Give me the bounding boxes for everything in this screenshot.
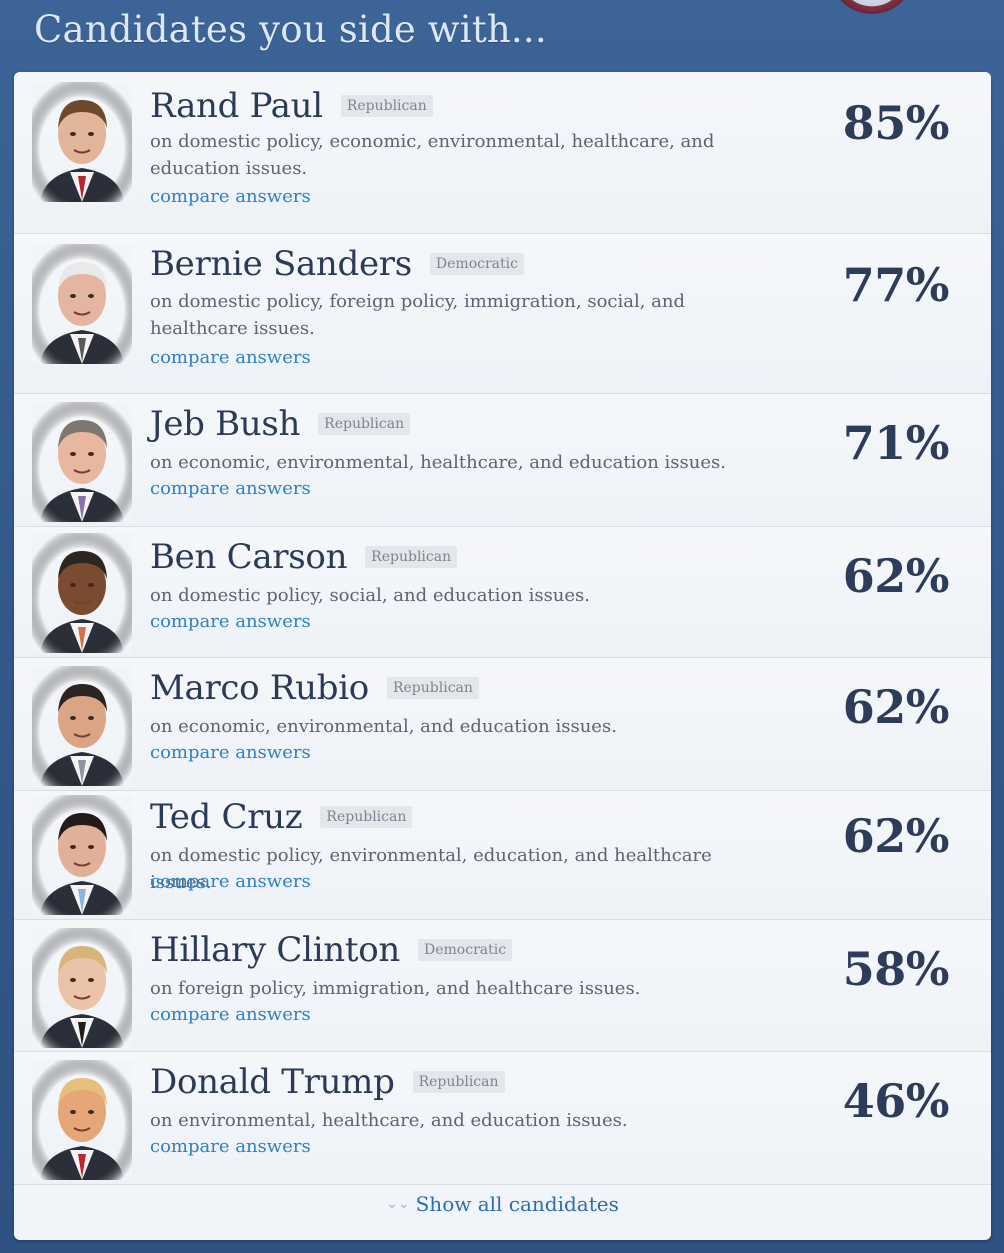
candidate-name: Bernie Sanders <box>150 244 412 284</box>
candidate-row: Marco Rubio Republican on economic, envi… <box>14 658 991 791</box>
party-badge: Republican <box>320 806 413 828</box>
page-title: Candidates you side with... <box>34 8 547 51</box>
candidate-issues: on domestic policy, environmental, educa… <box>150 845 712 893</box>
header-decoration-image <box>832 0 912 14</box>
match-percentage: 85% <box>842 96 950 150</box>
candidate-list: Rand Paul Republican on domestic policy,… <box>14 72 991 1185</box>
match-percentage: 62% <box>842 809 950 863</box>
candidate-row: Hillary Clinton Democratic on foreign po… <box>14 920 991 1052</box>
compare-answers-link[interactable]: compare answers <box>150 1136 311 1157</box>
candidates-panel: Rand Paul Republican on domestic policy,… <box>14 72 991 1240</box>
candidate-photo <box>32 402 132 522</box>
candidate-name-line: Marco Rubio Republican <box>150 668 479 708</box>
candidate-name: Ted Cruz <box>150 797 303 837</box>
candidate-photo <box>32 795 132 915</box>
candidate-row: Ted Cruz Republican on domestic policy, … <box>14 791 991 920</box>
candidate-issues: on foreign policy, immigration, and heal… <box>150 978 641 999</box>
candidate-name-line: Donald Trump Republican <box>150 1062 505 1102</box>
candidate-photo <box>32 1060 132 1180</box>
match-percentage: 46% <box>842 1074 950 1128</box>
compare-answers-link[interactable]: compare answers <box>150 186 311 207</box>
show-all-candidates-link[interactable]: ⌄⌄ Show all candidates <box>14 1192 991 1216</box>
candidate-name: Donald Trump <box>150 1062 395 1102</box>
candidate-row: Rand Paul Republican on domestic policy,… <box>14 72 991 234</box>
candidate-name-line: Ted Cruz Republican <box>150 797 413 837</box>
candidate-name-line: Jeb Bush Republican <box>150 404 411 444</box>
candidate-issues: on domestic policy, social, and educatio… <box>150 585 591 606</box>
party-badge: Democratic <box>418 939 513 961</box>
match-percentage: 58% <box>842 942 950 996</box>
compare-answers-link[interactable]: compare answers <box>150 1004 311 1025</box>
party-badge: Republican <box>412 1071 505 1093</box>
compare-answers-link[interactable]: compare answers <box>150 478 311 499</box>
candidate-photo <box>32 82 132 202</box>
candidate-name: Ben Carson <box>150 537 348 577</box>
candidate-row: Donald Trump Republican on environmental… <box>14 1052 991 1185</box>
candidate-name-line: Ben Carson Republican <box>150 537 458 577</box>
candidate-issues: on environmental, healthcare, and educat… <box>150 1110 628 1131</box>
match-percentage: 62% <box>842 680 950 734</box>
candidate-photo <box>32 666 132 786</box>
match-percentage: 62% <box>842 549 950 603</box>
party-badge: Republican <box>386 677 479 699</box>
match-percentage: 77% <box>842 258 950 312</box>
candidate-name: Jeb Bush <box>150 404 301 444</box>
double-chevron-down-icon: ⌄⌄ <box>386 1195 410 1212</box>
candidate-issues: on economic, environmental, and educatio… <box>150 716 617 737</box>
compare-answers-link[interactable]: compare answers <box>150 871 311 892</box>
candidate-photo <box>32 533 132 653</box>
candidate-row: Bernie Sanders Democratic on domestic po… <box>14 234 991 394</box>
candidate-name: Rand Paul <box>150 86 323 126</box>
candidate-photo <box>32 244 132 364</box>
candidate-name-line: Rand Paul Republican <box>150 86 433 126</box>
candidate-issues: on domestic policy, foreign policy, immi… <box>150 291 686 339</box>
candidate-row: Ben Carson Republican on domestic policy… <box>14 527 991 658</box>
compare-answers-link[interactable]: compare answers <box>150 611 311 632</box>
candidate-row: Jeb Bush Republican on economic, environ… <box>14 394 991 527</box>
compare-answers-link[interactable]: compare answers <box>150 347 311 368</box>
candidate-issues: on economic, environmental, healthcare, … <box>150 452 726 473</box>
candidate-name-line: Bernie Sanders Democratic <box>150 244 524 284</box>
candidate-photo <box>32 928 132 1048</box>
candidate-name-line: Hillary Clinton Democratic <box>150 930 513 970</box>
show-all-label: Show all candidates <box>415 1192 619 1216</box>
compare-answers-link[interactable]: compare answers <box>150 742 311 763</box>
candidate-name: Hillary Clinton <box>150 930 401 970</box>
candidate-issues: on domestic policy, economic, environmen… <box>150 131 715 179</box>
party-badge: Democratic <box>429 253 524 275</box>
candidate-name: Marco Rubio <box>150 668 369 708</box>
match-percentage: 71% <box>842 416 950 470</box>
party-badge: Republican <box>365 546 458 568</box>
party-badge: Republican <box>318 413 411 435</box>
party-badge: Republican <box>340 95 433 117</box>
header: Candidates you side with... <box>0 0 1004 72</box>
